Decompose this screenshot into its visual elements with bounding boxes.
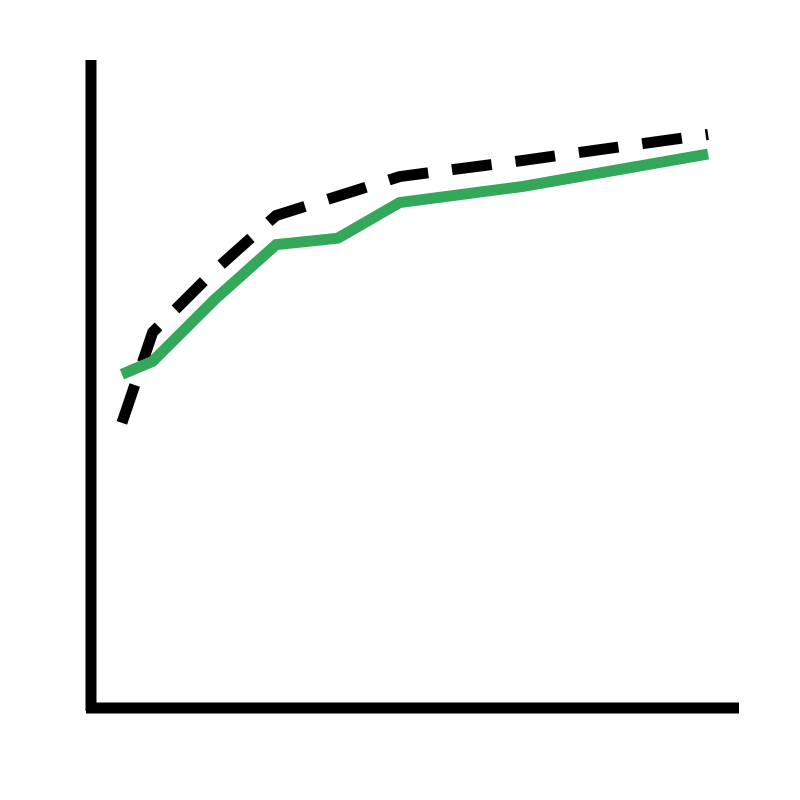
series-line-2 [119, 148, 710, 380]
series-line-1 [116, 129, 709, 425]
series-layer [116, 129, 710, 425]
